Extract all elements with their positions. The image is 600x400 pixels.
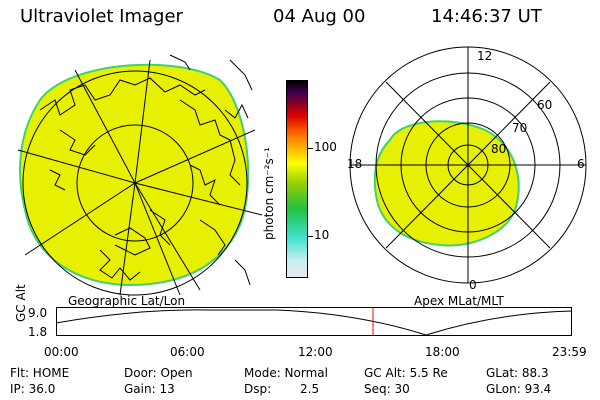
polar-plot: 12 18 6 0 60 70 80	[347, 46, 587, 292]
altitude-ylabel: GC Alt	[14, 284, 28, 322]
header-time: 14:46:37 UT	[431, 6, 542, 27]
status-gc-altitude: GC Alt: 5.5 Re	[364, 366, 448, 380]
status-dsp-value: 2.5	[300, 382, 320, 396]
colorbar	[286, 80, 308, 278]
altitude-ytick-9: 9.0	[28, 306, 48, 320]
colorbar-tick-10	[307, 236, 313, 237]
geo-meridians	[17, 59, 263, 296]
geo-map-label: Geographic Lat/Lon	[68, 294, 186, 308]
altitude-ytick-1-8: 1.8	[28, 325, 48, 339]
status-glon: GLon: 93.4	[486, 382, 552, 396]
polar-mlt-lines	[350, 47, 586, 283]
status-flight: Flt: HOME	[10, 366, 70, 380]
altitude-curve	[56, 309, 572, 336]
lat-label-70: 70	[512, 121, 527, 135]
status-sequence: Seq: 30	[364, 382, 410, 396]
status-door: Door: Open	[124, 366, 193, 380]
xtick-1200: 12:00	[298, 345, 333, 359]
mlt-label-0: 0	[469, 278, 477, 292]
colorbar-label-10: 10	[314, 228, 330, 242]
xtick-1800: 18:00	[425, 345, 460, 359]
polar-plot-label: Apex MLat/MLT	[414, 294, 504, 308]
mlt-label-6: 6	[577, 157, 585, 171]
status-mode: Mode: Normal	[244, 366, 328, 380]
xtick-0600: 06:00	[170, 345, 205, 359]
instrument-title: Ultraviolet Imager	[20, 6, 183, 27]
colorbar-label-100: 100	[314, 140, 337, 154]
status-dsp-label: Dsp:	[244, 382, 272, 396]
status-glat: GLat: 88.3	[486, 366, 549, 380]
mlt-label-18: 18	[347, 157, 362, 171]
lat-label-80: 80	[491, 142, 506, 156]
altitude-plot-frame	[56, 307, 572, 336]
geo-emission-region	[19, 63, 250, 287]
geographic-map	[17, 54, 263, 296]
status-ip: IP: 36.0	[10, 382, 56, 396]
altitude-curve-plot	[56, 307, 572, 336]
xtick-0000: 00:00	[44, 345, 79, 359]
lat-label-60: 60	[537, 98, 552, 112]
colorbar-tick-100	[307, 148, 313, 149]
status-gain: Gain: 13	[124, 382, 175, 396]
coastlines	[39, 54, 253, 286]
mlt-label-12: 12	[477, 49, 492, 63]
geo-lat-circle-outer	[22, 70, 248, 296]
header-date: 04 Aug 00	[273, 6, 366, 27]
polar-emission-region	[373, 120, 520, 247]
xtick-2359: 23:59	[552, 345, 587, 359]
geo-lat-circle-inner	[76, 124, 194, 242]
colorbar-unit-label: photon cm⁻²s⁻¹	[262, 147, 276, 240]
